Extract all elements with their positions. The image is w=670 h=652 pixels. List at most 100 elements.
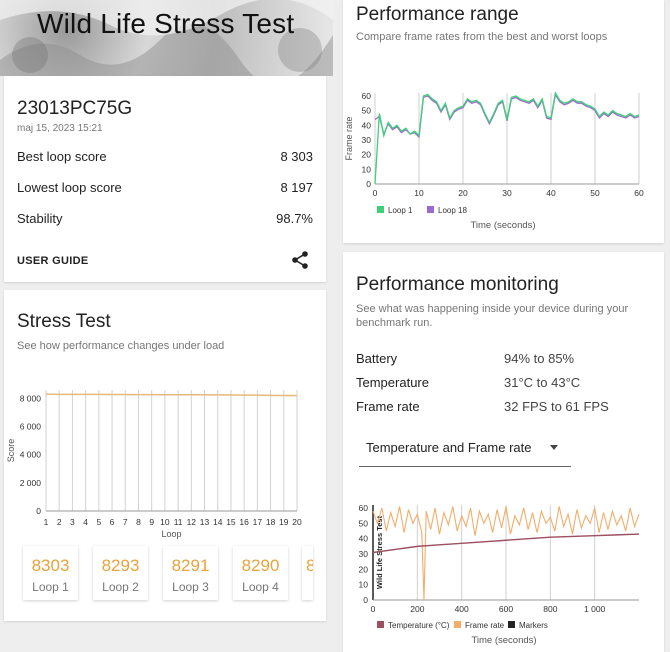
x-tick-label: 1 — [44, 517, 49, 527]
y-tick-label: 4 000 — [20, 450, 42, 460]
lowest-loop-row: Lowest loop score 8 197 — [17, 180, 313, 195]
legend-label-loop-18: Loop 18 — [438, 206, 467, 215]
x-tick-label: 11 — [174, 517, 183, 527]
loop-score-value: 8291 — [171, 556, 210, 575]
x-tick-label: 14 — [213, 517, 223, 527]
series-line-loop-1 — [374, 91, 640, 185]
frame-rate-label: Frame rate — [356, 399, 420, 414]
x-axis-label: Loop — [161, 529, 181, 539]
x-tick-label: 19 — [279, 517, 289, 527]
performance-range-title: Performance range — [356, 4, 519, 25]
x-tick-label: 800 — [543, 604, 557, 614]
series-line-frame-rate — [372, 506, 640, 601]
x-tick-label: 0 — [371, 604, 376, 614]
legend-swatch-loop-18 — [427, 206, 434, 213]
y-axis-label: Score — [6, 439, 16, 463]
legend-label-temperature: Temperature (°C) — [388, 621, 450, 630]
y-tick-label: 20 — [359, 564, 369, 574]
x-tick-label: 400 — [455, 604, 469, 614]
device-summary-card: 23013PC75G maj 15, 2023 15:21 Best loop … — [4, 76, 326, 282]
legend-label-loop-1: Loop 1 — [388, 206, 413, 215]
legend-swatch-temperature — [377, 621, 384, 628]
x-tick-label: 0 — [373, 188, 378, 198]
x-tick-label: 30 — [502, 188, 512, 198]
y-tick-label: 10 — [362, 164, 372, 174]
user-guide-button[interactable]: USER GUIDE — [17, 255, 89, 267]
loop-score-tile[interactable]: 8293 Loop 2 — [93, 546, 148, 600]
x-tick-label: 4 — [83, 517, 88, 527]
x-tick-label: 6 — [110, 517, 115, 527]
performance-range-card: Performance range Compare frame rates fr… — [343, 0, 664, 243]
y-tick-label: 50 — [359, 518, 369, 528]
legend-label-frame-rate: Frame rate — [465, 621, 505, 630]
x-tick-label: 2 — [57, 517, 62, 527]
loop-score-label: Loop 2 — [102, 580, 139, 594]
chart-type-dropdown[interactable]: Temperature and Frame rate — [359, 430, 571, 467]
temperature-label: Temperature — [356, 375, 429, 390]
y-tick-label: 8 000 — [20, 393, 42, 403]
best-loop-value: 8 303 — [280, 149, 313, 164]
x-tick-label: 20 — [458, 188, 468, 198]
x-tick-label: 600 — [499, 604, 513, 614]
x-tick-label: 200 — [410, 604, 424, 614]
y-tick-label: 2 000 — [20, 478, 42, 488]
loop-score-label: Loop 4 — [242, 580, 279, 594]
y-tick-label: 60 — [359, 503, 369, 513]
x-tick-label: 16 — [239, 517, 249, 527]
legend-swatch-markers — [508, 621, 515, 628]
loop-score-value: 8293 — [101, 556, 140, 575]
y-tick-label: 6 000 — [20, 422, 42, 432]
y-tick-label: 10 — [359, 580, 369, 590]
x-tick-label: 7 — [123, 517, 128, 527]
performance-monitoring-title: Performance monitoring — [356, 274, 559, 295]
loop-score-label: Loop 3 — [172, 580, 209, 594]
y-tick-label: 50 — [362, 106, 372, 116]
x-tick-label: 12 — [187, 517, 197, 527]
loop-score-tile[interactable]: 8291 Loop 3 — [163, 546, 218, 600]
best-loop-row: Best loop score 8 303 — [17, 149, 313, 164]
legend-swatch-loop-1 — [377, 206, 384, 213]
share-button[interactable] — [290, 250, 310, 270]
y-tick-label: 0 — [363, 595, 368, 605]
x-tick-label: 40 — [546, 188, 556, 198]
chart-type-selected: Temperature and Frame rate — [366, 440, 532, 455]
performance-range-chart: 0 10 20 30 40 50 60 0 10 20 30 40 50 60 Frame rate Loop… — [344, 91, 644, 231]
loop-score-tile[interactable]: 8290 Loop 4 — [233, 546, 288, 600]
y-axis-label: Frame rate — [344, 116, 354, 160]
stress-test-title: Stress Test — [17, 311, 111, 332]
lowest-loop-value: 8 197 — [280, 180, 313, 195]
page-title: Wild Life Stress Test — [37, 8, 295, 39]
y-tick-label: 60 — [362, 91, 372, 101]
x-tick-label: 60 — [634, 188, 644, 198]
header-banner: Wild Life Stress Test — [0, 0, 333, 76]
x-tick-label: 9 — [149, 517, 154, 527]
x-tick-label: 17 — [253, 517, 263, 527]
loop-score-tile[interactable]: 8 — [302, 546, 313, 600]
loop-score-tile[interactable]: 8303 Loop 1 — [23, 546, 78, 600]
x-tick-label: 15 — [226, 517, 236, 527]
x-tick-label: 13 — [200, 517, 210, 527]
x-tick-label: 50 — [590, 188, 600, 198]
x-tick-label: 5 — [96, 517, 101, 527]
legend-label-markers: Markers — [519, 621, 548, 630]
test-date: maj 15, 2023 15:21 — [17, 123, 103, 134]
x-tick-label: 10 — [414, 188, 424, 198]
score-series-line — [45, 393, 298, 397]
performance-monitoring-card: Performance monitoring See what was happ… — [343, 252, 664, 652]
x-tick-label: 10 — [160, 517, 170, 527]
stability-row: Stability 98.7% — [17, 211, 313, 226]
x-tick-label: 1 000 — [584, 604, 606, 614]
y-tick-label: 40 — [362, 120, 372, 130]
series-line-temperature — [372, 533, 640, 554]
stress-test-subtitle: See how performance changes under load — [17, 340, 225, 352]
performance-monitoring-subtitle: See what was happening inside your devic… — [356, 303, 629, 329]
y-tick-label: 0 — [36, 506, 41, 516]
lowest-loop-label: Lowest loop score — [17, 180, 122, 195]
x-axis-label: Time (seconds) — [470, 220, 535, 231]
frame-rate-value: 32 FPS to 61 FPS — [504, 399, 609, 414]
loop-score-value: 8 — [306, 556, 313, 575]
y-tick-label: 30 — [362, 135, 372, 145]
best-loop-label: Best loop score — [17, 149, 107, 164]
